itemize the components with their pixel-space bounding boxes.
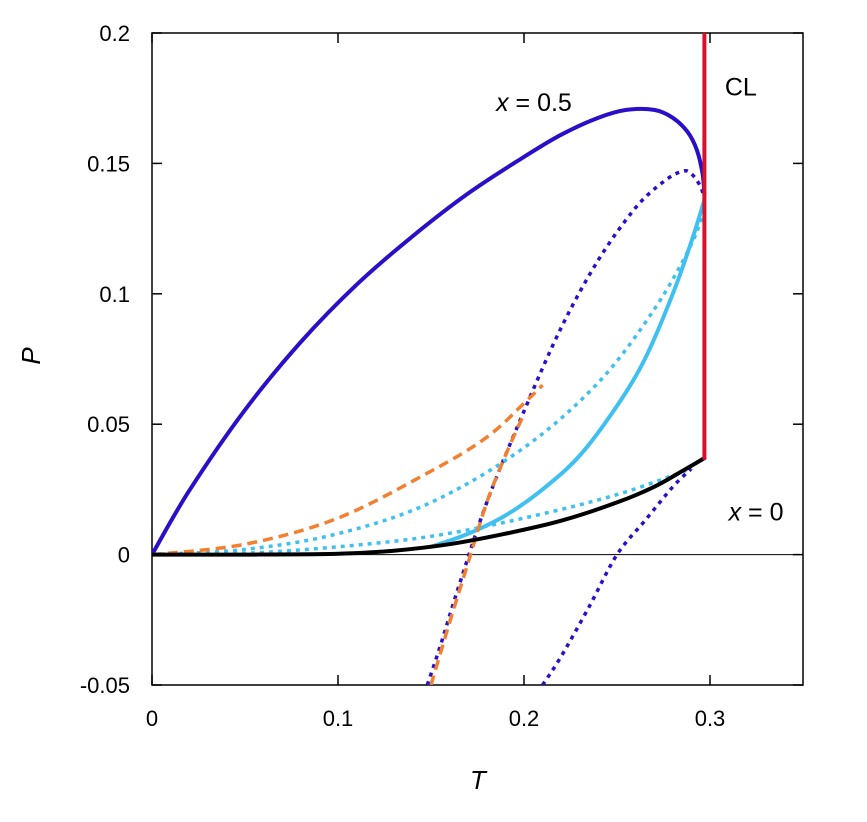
plot-frame bbox=[151, 32, 804, 686]
series-line-5 bbox=[152, 207, 707, 557]
y-tick-label: 0 bbox=[118, 543, 130, 568]
y-tick-label: 0.2 bbox=[99, 21, 130, 46]
series-line-4 bbox=[429, 197, 707, 549]
series-line-2 bbox=[425, 168, 707, 685]
x-tick-label: 0.3 bbox=[695, 706, 726, 731]
y-tick-label: 0.05 bbox=[87, 412, 130, 437]
y-tick-label: 0.1 bbox=[99, 282, 130, 307]
x-tick-label: 0.2 bbox=[509, 706, 540, 731]
series-group bbox=[152, 33, 707, 685]
series-line-6 bbox=[152, 466, 692, 557]
annotation-label: x = 0 bbox=[728, 499, 784, 527]
x-tick-label: 0 bbox=[146, 706, 158, 731]
series-line-1 bbox=[152, 106, 707, 557]
series-line-9 bbox=[152, 456, 707, 557]
annotations: x = 0.5 x = 0 CL bbox=[495, 74, 783, 527]
series-line-7 bbox=[152, 383, 544, 557]
y-axis-title: P bbox=[16, 347, 46, 365]
annotation-label: CL bbox=[725, 74, 757, 102]
x-tick-label: 0.1 bbox=[323, 706, 354, 731]
x-axis-title: T bbox=[470, 765, 488, 795]
annotation-label: x = 0.5 bbox=[495, 89, 572, 117]
series-line-8 bbox=[429, 413, 526, 685]
y-tick-label: 0.15 bbox=[87, 151, 130, 176]
y-tick-label: -0.05 bbox=[80, 673, 130, 698]
tick-labels: 0 0.1 0.2 0.3 -0.05 0 0.05 0.1 0.15 0.2 bbox=[80, 21, 725, 731]
